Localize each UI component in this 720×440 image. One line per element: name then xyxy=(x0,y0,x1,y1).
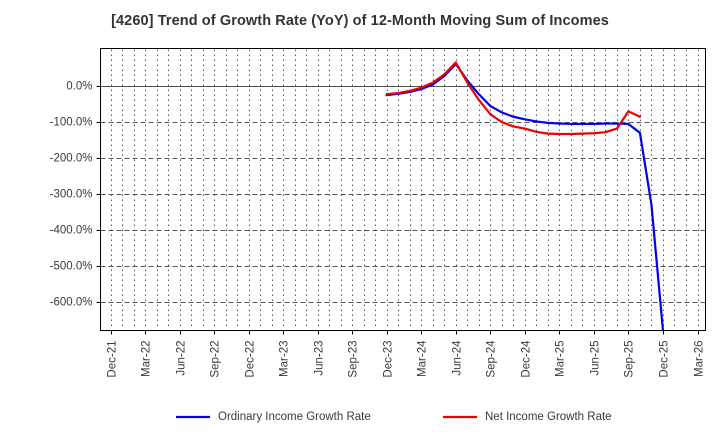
legend-label: Ordinary Income Growth Rate xyxy=(218,411,371,423)
chart-legend: Ordinary Income Growth Rate Net Income Gr… xyxy=(176,411,612,423)
y-axis-ticks xyxy=(96,86,101,303)
x-tick-label: Dec-25 xyxy=(659,341,671,378)
x-tick-label: Sep-25 xyxy=(624,341,636,378)
x-tick-label: Mar-25 xyxy=(555,341,567,377)
x-axis-labels: Dec-21 Mar-22 Jun-22 Sep-22 Dec-22 Mar-23 Jun-… xyxy=(107,340,706,378)
y-tick-label: -600.0% xyxy=(50,297,93,309)
x-tick-label: Dec-23 xyxy=(383,341,395,378)
y-tick-label: -500.0% xyxy=(50,261,93,273)
vertical-gridlines xyxy=(111,49,699,330)
x-tick-label: Mar-23 xyxy=(279,341,291,377)
x-tick-label: Sep-22 xyxy=(210,341,222,378)
x-tick-label: Jun-23 xyxy=(314,341,326,376)
y-tick-label: 0.0% xyxy=(66,81,92,93)
legend-label: Net Income Growth Rate xyxy=(485,411,612,423)
y-tick-label: -400.0% xyxy=(50,225,93,237)
series-line xyxy=(385,61,642,136)
y-tick-label: -100.0% xyxy=(50,117,93,129)
y-tick-label: -300.0% xyxy=(50,189,93,201)
x-axis-ticks xyxy=(111,330,699,335)
x-tick-label: Sep-24 xyxy=(486,340,498,378)
x-tick-label: Dec-24 xyxy=(521,340,533,378)
x-tick-label: Mar-22 xyxy=(141,341,153,377)
x-tick-label: Jun-24 xyxy=(452,340,464,376)
series-line xyxy=(385,62,665,331)
plot-frame xyxy=(100,48,706,331)
x-tick-label: Jun-22 xyxy=(176,341,188,376)
y-tick-label: -200.0% xyxy=(50,153,93,165)
x-tick-label: Mar-24 xyxy=(417,340,429,377)
x-tick-label: Jun-25 xyxy=(590,341,602,376)
chart-title: [4260] Trend of Growth Rate (YoY) of 12-… xyxy=(111,13,609,29)
x-tick-label: Sep-23 xyxy=(348,341,360,378)
x-tick-label: Dec-21 xyxy=(107,341,119,378)
data-series-group xyxy=(385,61,665,331)
x-tick-label: Dec-22 xyxy=(245,341,257,378)
y-axis-labels: 0.0% -100.0% -200.0% -300.0% -400.0% -500.0% -… xyxy=(50,81,93,309)
horizontal-gridlines xyxy=(100,122,706,303)
x-tick-label: Mar-26 xyxy=(694,341,706,377)
